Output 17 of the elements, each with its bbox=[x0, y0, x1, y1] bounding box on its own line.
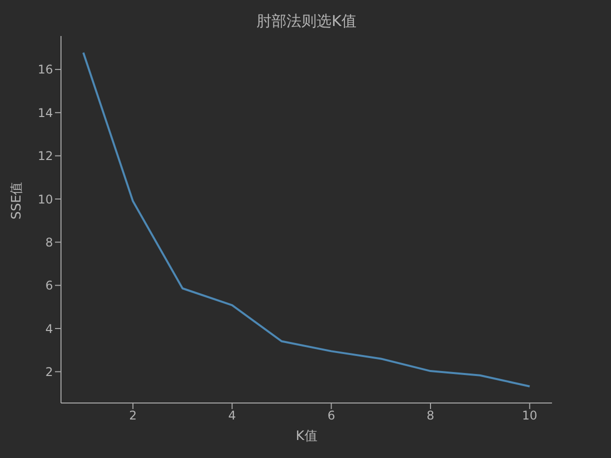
y-tick-label: 4 bbox=[45, 322, 53, 336]
x-tick-label: 10 bbox=[522, 408, 538, 423]
x-axis-title: K值 bbox=[296, 429, 318, 444]
y-tick-label: 6 bbox=[45, 278, 53, 293]
y-tick-label: 8 bbox=[45, 235, 53, 250]
y-tick-label: 12 bbox=[38, 149, 53, 164]
y-axis-title: SSE值 bbox=[10, 182, 25, 220]
x-tick-label: 8 bbox=[426, 408, 434, 423]
line-series bbox=[82, 52, 531, 388]
chart-title: 肘部法则选K值 bbox=[256, 12, 358, 31]
x-tick-label: 6 bbox=[327, 408, 336, 423]
y-tick-label: 14 bbox=[38, 106, 53, 120]
y-tick-label: 2 bbox=[45, 364, 53, 379]
x-tick-label: 2 bbox=[129, 408, 137, 423]
x-tick-label: 4 bbox=[228, 408, 236, 423]
y-tick-label: 16 bbox=[38, 62, 53, 77]
y-tick-label: 10 bbox=[38, 192, 53, 206]
